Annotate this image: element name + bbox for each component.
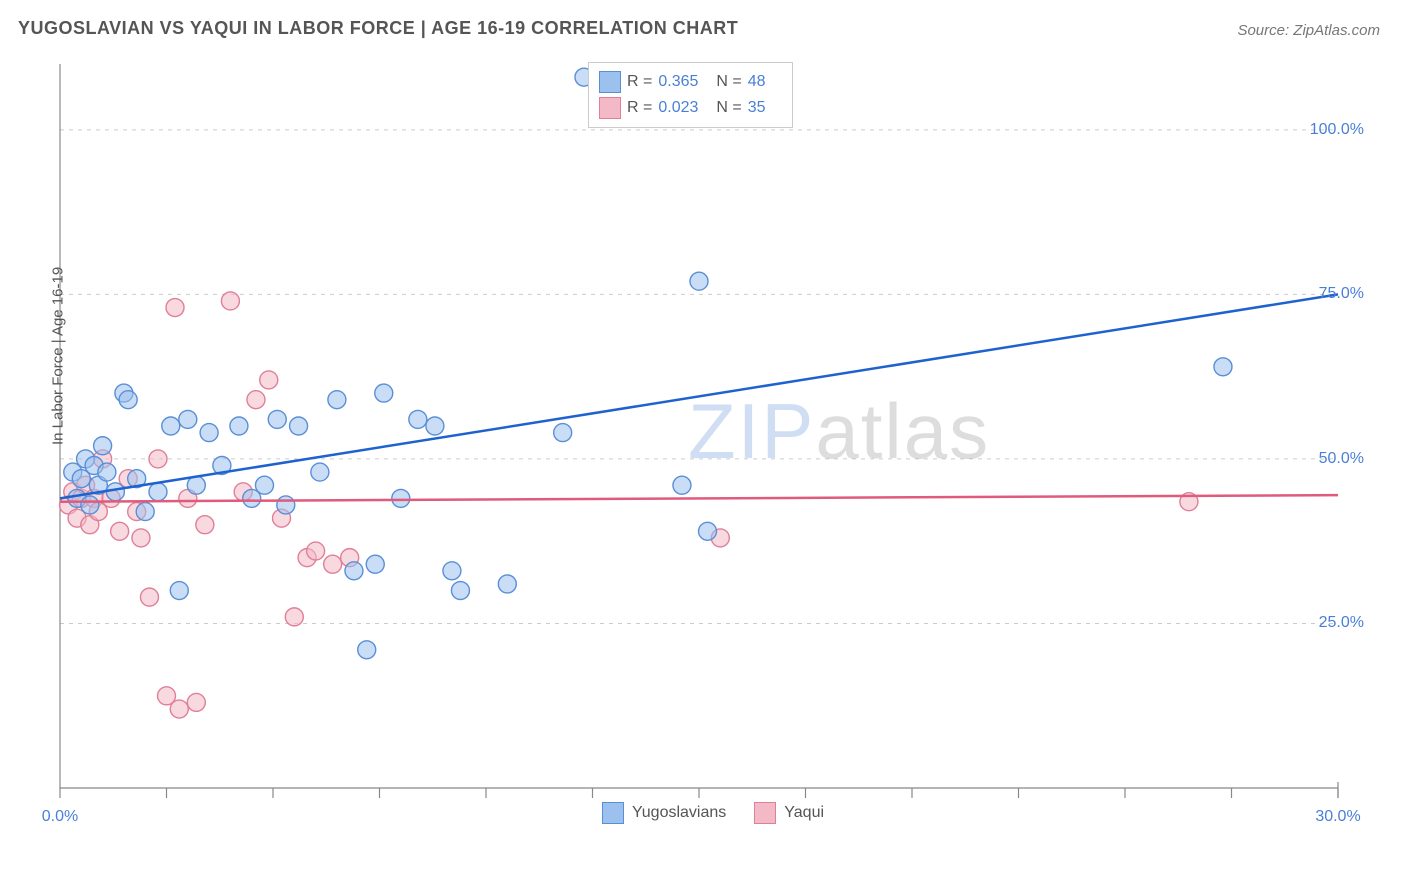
legend-swatch-icon bbox=[599, 71, 621, 93]
legend-r-value: 0.023 bbox=[658, 99, 698, 117]
legend-swatch-icon bbox=[599, 97, 621, 119]
legend-n-label: N = bbox=[716, 73, 741, 91]
legend-series-label: Yugoslavians bbox=[632, 804, 726, 822]
legend-n-label: N = bbox=[716, 99, 741, 117]
legend-r-label: R = bbox=[627, 73, 652, 91]
y-axis-label: In Labor Force | Age 16-19 bbox=[50, 267, 67, 445]
series-legend: Yugoslavians Yaqui bbox=[602, 802, 824, 824]
y-tick-label: 100.0% bbox=[1310, 121, 1364, 139]
legend-n-value: 35 bbox=[748, 99, 766, 117]
legend-series-label: Yaqui bbox=[784, 804, 824, 822]
chart-title: YUGOSLAVIAN VS YAQUI IN LABOR FORCE | AG… bbox=[18, 18, 738, 39]
legend-r-value: 0.365 bbox=[658, 73, 698, 91]
y-tick-label: 25.0% bbox=[1319, 614, 1364, 632]
legend-row: R = 0.365 N = 48 bbox=[599, 69, 778, 95]
legend-n-value: 48 bbox=[748, 73, 766, 91]
scatter-plot-svg bbox=[48, 56, 1378, 834]
legend-swatch-icon bbox=[602, 802, 624, 824]
legend-item: Yaqui bbox=[754, 802, 824, 824]
legend-swatch-icon bbox=[754, 802, 776, 824]
chart-area: In Labor Force | Age 16-19 ZIPatlas R =0… bbox=[48, 56, 1378, 834]
x-tick-label: 0.0% bbox=[42, 808, 78, 826]
x-tick-label: 30.0% bbox=[1315, 808, 1360, 826]
y-tick-label: 75.0% bbox=[1319, 285, 1364, 303]
legend-row: R = 0.023 N = 35 bbox=[599, 95, 778, 121]
correlation-legend: R = 0.365 N = 48 R = 0.023 N = 35 bbox=[588, 62, 793, 128]
source-attribution: Source: ZipAtlas.com bbox=[1237, 22, 1380, 39]
y-tick-label: 50.0% bbox=[1319, 450, 1364, 468]
legend-item: Yugoslavians bbox=[602, 802, 726, 824]
legend-r-label: R = bbox=[627, 99, 652, 117]
